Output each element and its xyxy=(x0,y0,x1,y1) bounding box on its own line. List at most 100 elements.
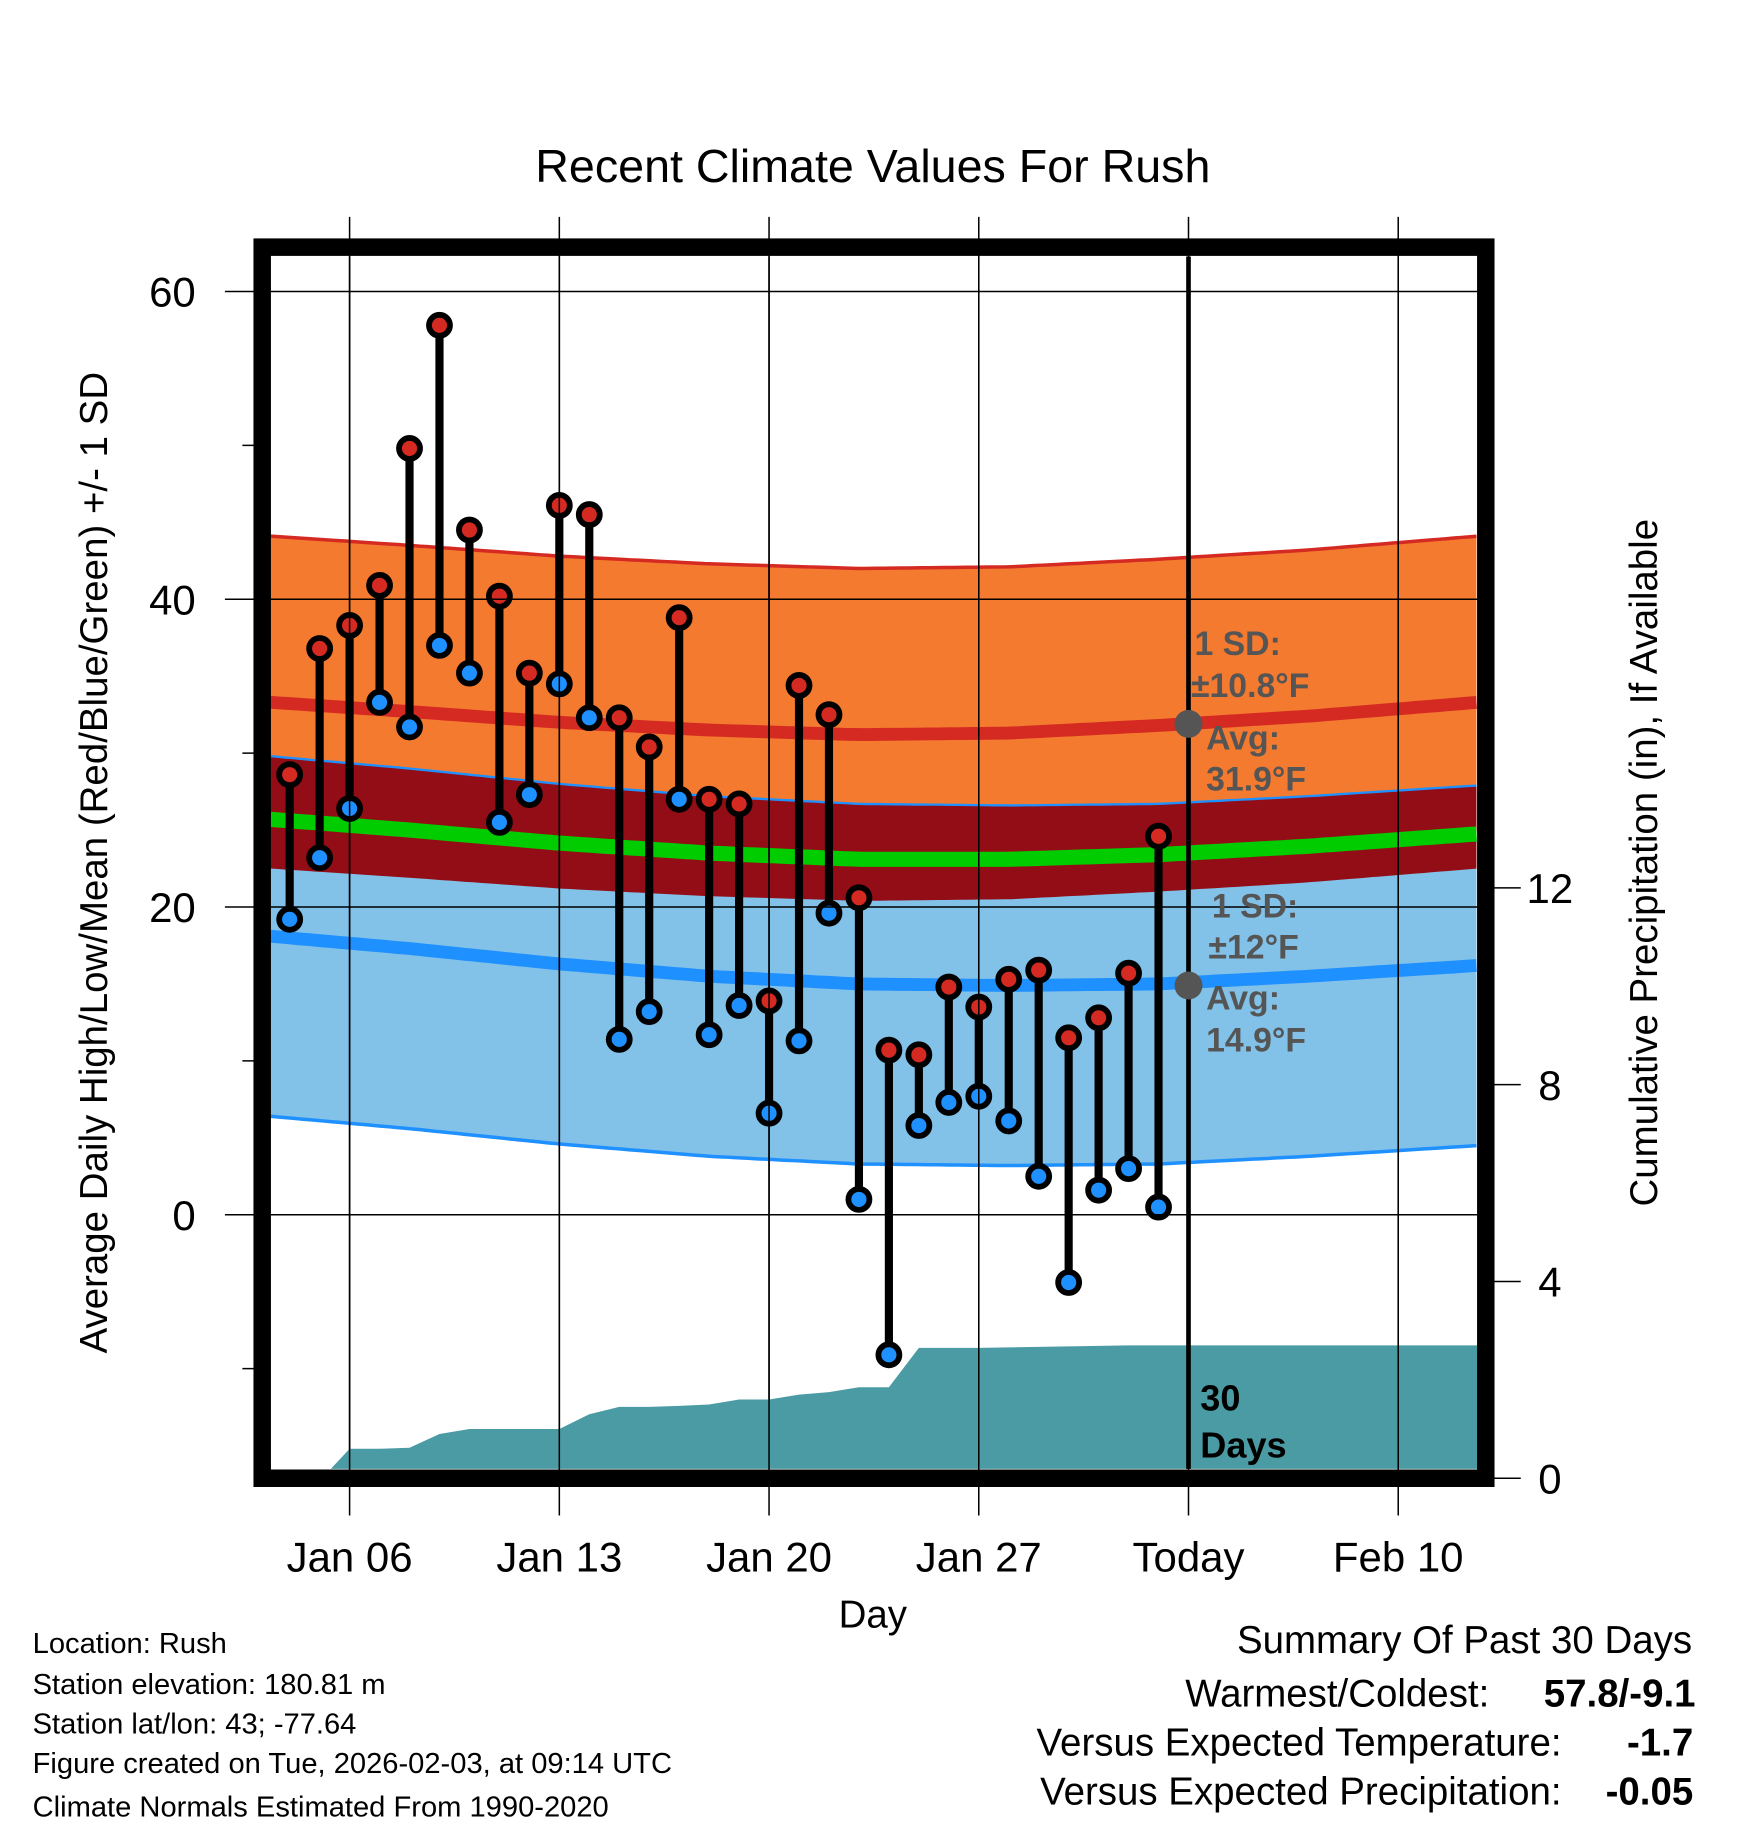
y-tick-label: 40 xyxy=(149,576,196,623)
daily-low-point xyxy=(396,713,423,741)
daily-low-point xyxy=(426,631,453,659)
daily-high-point xyxy=(426,311,453,339)
daily-high-point xyxy=(635,733,663,761)
daily-low-point xyxy=(456,659,483,687)
daily-high-point xyxy=(845,884,873,912)
warmest-coldest-value: 57.8/-9.1 xyxy=(1544,1673,1696,1716)
daily-low-point xyxy=(366,688,393,716)
daily-low-point xyxy=(845,1185,873,1213)
daily-low-point xyxy=(785,1027,813,1055)
footer-info: Location: Rush Station elevation: 180.81… xyxy=(33,1628,672,1823)
daily-high-point xyxy=(366,571,393,599)
y2-tick-label: 4 xyxy=(1538,1259,1561,1306)
y-axis-label: Average Daily High/Low/Mean (Red/Blue/Gr… xyxy=(73,372,116,1354)
daily-low-point xyxy=(815,899,843,927)
daily-high-point xyxy=(1145,822,1172,850)
x-axis-label: Day xyxy=(839,1593,908,1636)
high-avg-label: Avg: xyxy=(1206,720,1280,758)
overlap-band xyxy=(270,756,1477,901)
daily-high-point xyxy=(396,435,423,462)
x-tick-label: Jan 06 xyxy=(287,1534,413,1581)
daily-low-point xyxy=(905,1112,933,1139)
normal-mean-line xyxy=(270,811,1477,867)
daily-high-point xyxy=(456,516,483,544)
low-band-bottom-edge xyxy=(270,1114,1477,1168)
high-avg-value: 31.9°F xyxy=(1206,760,1306,798)
daily-low-point xyxy=(935,1089,963,1116)
daily-low-point xyxy=(575,704,603,732)
y2-tick-label: 12 xyxy=(1527,865,1574,912)
daily-high-point xyxy=(905,1041,933,1069)
normal-low-line xyxy=(270,929,1477,992)
plot-area xyxy=(270,256,1478,1469)
temp-diff-value: -1.7 xyxy=(1627,1722,1693,1765)
y-tick-label: 20 xyxy=(149,884,196,931)
daily-high-point xyxy=(515,659,543,687)
high-avg-marker xyxy=(1174,709,1203,738)
low-sd-label: 1 SD: xyxy=(1212,887,1298,925)
y-tick-label: 0 xyxy=(172,1192,195,1239)
daily-low-point xyxy=(635,998,663,1026)
axis-ticks xyxy=(224,216,1521,1516)
daily-high-point xyxy=(276,761,304,789)
daily-low-point xyxy=(1115,1155,1142,1183)
daily-low-point xyxy=(665,785,693,813)
precip-diff-value: -0.05 xyxy=(1606,1771,1694,1814)
footer-normals: Climate Normals Estimated From 1990-2020 xyxy=(33,1791,609,1823)
daily-low-point xyxy=(486,808,513,836)
daily-high-point xyxy=(725,790,753,818)
y2-tick-label: 0 xyxy=(1538,1455,1561,1502)
daily-high-point xyxy=(306,635,334,662)
x-tick-label: Today xyxy=(1133,1534,1245,1581)
annotations: 1 SD: ±10.8°F Avg: 31.9°F 1 SD: ±12°F Av… xyxy=(1174,625,1309,1465)
daily-high-point xyxy=(815,701,843,729)
daily-high-point xyxy=(486,582,513,610)
normal-high-line xyxy=(270,695,1477,741)
daily-low-point xyxy=(276,905,304,933)
summary-title: Summary Of Past 30 Days xyxy=(1237,1619,1692,1662)
daily-low-point xyxy=(1085,1176,1113,1204)
footer-created: Figure created on Tue, 2026-02-03, at 09… xyxy=(33,1748,672,1780)
low-avg-value: 14.9°F xyxy=(1206,1022,1306,1060)
daily-marks xyxy=(276,311,1172,1369)
x-tick-label: Jan 27 xyxy=(916,1534,1042,1581)
precip-area xyxy=(330,1345,1478,1469)
high-sd-label: 1 SD: xyxy=(1194,625,1280,663)
footer-elevation: Station elevation: 180.81 m xyxy=(33,1669,386,1701)
daily-high-point xyxy=(665,604,693,632)
daily-low-point xyxy=(1145,1193,1172,1221)
daily-high-point xyxy=(875,1036,903,1064)
daily-high-point xyxy=(575,501,603,528)
footer-latlon: Station lat/lon: 43; -77.64 xyxy=(33,1709,357,1741)
low-avg-marker xyxy=(1174,971,1203,1000)
daily-low-point xyxy=(1025,1162,1053,1190)
y2-tick-label: 8 xyxy=(1538,1062,1561,1109)
precip-diff-label: Versus Expected Precipitation: xyxy=(1040,1771,1561,1814)
x-tick-label: Jan 20 xyxy=(706,1534,832,1581)
chart-title: Recent Climate Values For Rush xyxy=(535,140,1210,192)
temp-diff-label: Versus Expected Temperature: xyxy=(1037,1722,1562,1765)
daily-low-point xyxy=(875,1341,903,1369)
daily-low-point xyxy=(605,1025,633,1053)
daily-low-point xyxy=(995,1107,1023,1135)
warmest-coldest-label: Warmest/Coldest: xyxy=(1185,1673,1489,1716)
daily-high-point xyxy=(1055,1024,1083,1052)
daily-high-point xyxy=(1085,1004,1113,1032)
y-tick-label: 60 xyxy=(149,269,196,316)
daily-low-point xyxy=(306,844,334,872)
y2-axis-label: Cumulative Precipitation (in), If Availa… xyxy=(1623,519,1666,1207)
daily-high-point xyxy=(605,704,633,732)
daily-high-point xyxy=(785,671,813,699)
daily-high-point xyxy=(1025,956,1053,984)
daily-high-point xyxy=(695,785,723,813)
x-tick-label: Feb 10 xyxy=(1333,1534,1464,1581)
period-number: 30 xyxy=(1200,1378,1240,1419)
daily-low-point xyxy=(695,1021,723,1049)
low-sd-value: ±12°F xyxy=(1208,928,1298,966)
daily-low-point xyxy=(1055,1269,1083,1296)
normal-bands xyxy=(270,534,1477,1168)
low-band-top-edge xyxy=(270,754,1477,807)
daily-low-point xyxy=(515,781,543,809)
